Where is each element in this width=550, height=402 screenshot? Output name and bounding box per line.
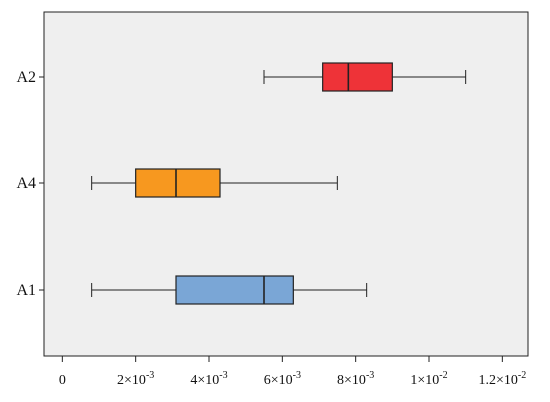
- y-axis: A2 A4 A1: [16, 69, 44, 299]
- x-tick-label: 4×10-3: [190, 370, 227, 388]
- x-tick-label: 1×10-2: [410, 370, 447, 388]
- x-tick-label-exponent: -2: [518, 370, 526, 381]
- y-tick-label: A2: [16, 69, 36, 86]
- x-tick-label-exponent: -3: [293, 370, 301, 381]
- x-tick-label-base: 6×10: [264, 373, 293, 388]
- x-tick-label-base: 0: [59, 373, 66, 388]
- box-a4: [91, 168, 338, 198]
- boxes: [91, 62, 467, 305]
- x-tick-label-exponent: -2: [439, 370, 447, 381]
- x-tick-label-exponent: -3: [146, 370, 154, 381]
- x-tick-label: 0: [59, 373, 66, 388]
- iqr-box: [135, 168, 221, 198]
- x-tick-label: 1.2×10-2: [478, 370, 526, 388]
- y-tick-label: A4: [16, 175, 36, 192]
- x-tick-label-base: 8×10: [337, 373, 366, 388]
- x-tick-label-base: 1×10: [410, 373, 439, 388]
- iqr-box: [322, 62, 393, 92]
- x-tick-label-base: 1.2×10: [478, 373, 517, 388]
- x-tick-label: 8×10-3: [337, 370, 374, 388]
- x-tick-label: 6×10-3: [264, 370, 301, 388]
- iqr-box: [175, 275, 294, 305]
- x-tick-label: 2×10-3: [117, 370, 154, 388]
- box-a1: [91, 275, 368, 305]
- x-tick-label-exponent: -3: [366, 370, 374, 381]
- x-axis: 0 2×10-3 4×10-3 6×10-3 8×10-3 1×10-2 1.2×10-2: [59, 356, 526, 388]
- x-tick-label-exponent: -3: [219, 370, 227, 381]
- x-tick-label-base: 2×10: [117, 373, 146, 388]
- box-a2: [263, 62, 467, 92]
- y-tick-label: A1: [16, 282, 36, 299]
- x-tick-label-base: 4×10: [190, 373, 219, 388]
